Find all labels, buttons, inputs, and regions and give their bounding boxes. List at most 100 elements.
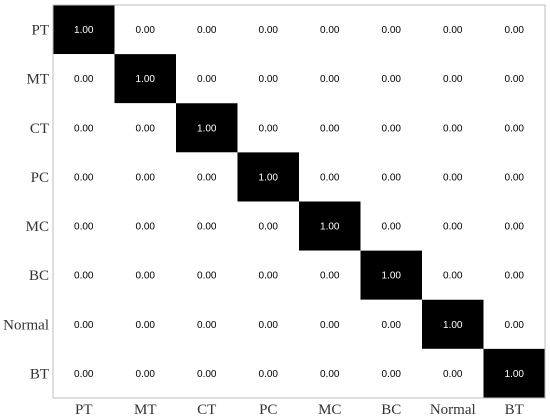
matrix-cell <box>360 152 422 202</box>
matrix-cell <box>53 54 115 104</box>
cell-value-label: 0.00 <box>382 74 402 85</box>
cell-value-label: 0.00 <box>443 271 463 282</box>
cell-value-label: 0.00 <box>259 222 279 233</box>
cell-value-label: 0.00 <box>259 271 279 282</box>
matrix-cell <box>53 250 115 300</box>
cell-value-label: 0.00 <box>136 271 156 282</box>
cell-value-label: 0.00 <box>443 25 463 36</box>
matrix-cell <box>114 250 176 300</box>
matrix-cell <box>114 299 176 349</box>
column-label: PC <box>259 402 277 418</box>
cell-value-label: 0.00 <box>320 74 340 85</box>
cell-value-label: 0.00 <box>443 123 463 134</box>
matrix-cell <box>114 103 176 153</box>
cell-value-label: 1.00 <box>382 271 402 282</box>
matrix-cell <box>360 299 422 349</box>
cell-value-label: 1.00 <box>136 74 156 85</box>
matrix-cell <box>483 250 545 300</box>
matrix-cell <box>360 54 422 104</box>
cell-value-label: 1.00 <box>443 320 463 331</box>
column-label: MC <box>318 402 341 418</box>
cell-value-label: 0.00 <box>259 369 279 380</box>
cell-value-label: 1.00 <box>505 369 525 380</box>
cell-value-label: 0.00 <box>320 369 340 380</box>
cell-value-label: 0.00 <box>320 320 340 331</box>
row-label: Normal <box>3 317 49 333</box>
cell-value-label: 0.00 <box>259 25 279 36</box>
matrix-cell <box>237 250 299 300</box>
cell-value-label: 1.00 <box>74 25 94 36</box>
row-label: BC <box>29 268 49 284</box>
matrix-cell <box>299 299 361 349</box>
cell-value-label: 0.00 <box>197 369 217 380</box>
cell-value-label: 0.00 <box>505 320 525 331</box>
cell-value-label: 0.00 <box>136 172 156 183</box>
matrix-cell <box>114 152 176 202</box>
cell-value-label: 0.00 <box>74 369 94 380</box>
cell-value-label: 0.00 <box>505 123 525 134</box>
matrix-cell <box>176 103 238 153</box>
matrix-cell <box>176 201 238 251</box>
matrix-cell <box>114 54 176 104</box>
matrix-cell <box>176 152 238 202</box>
cell-value-label: 0.00 <box>74 271 94 282</box>
matrix-cell <box>422 348 484 398</box>
cell-value-label: 0.00 <box>443 369 463 380</box>
cell-value-label: 0.00 <box>505 222 525 233</box>
cell-value-label: 0.00 <box>505 271 525 282</box>
cell-value-label: 0.00 <box>259 74 279 85</box>
cell-value-label: 0.00 <box>74 320 94 331</box>
cell-value-label: 0.00 <box>197 320 217 331</box>
matrix-cells: 1.00 0.00 0.00 0.00 0.00 0.00 0.00 0.00 0.00 1.00… <box>53 5 545 398</box>
cell-value-label: 0.00 <box>505 74 525 85</box>
cell-value-label: 0.00 <box>505 25 525 36</box>
matrix-cell <box>299 54 361 104</box>
cell-value-label: 0.00 <box>136 320 156 331</box>
matrix-cell <box>53 201 115 251</box>
matrix-cell <box>360 103 422 153</box>
matrix-cell <box>483 299 545 349</box>
matrix-cell <box>422 152 484 202</box>
matrix-cell <box>422 103 484 153</box>
matrix-cell <box>299 201 361 251</box>
cell-value-label: 0.00 <box>443 74 463 85</box>
matrix-cell <box>237 5 299 55</box>
cell-value-label: 0.00 <box>74 123 94 134</box>
cell-value-label: 0.00 <box>259 320 279 331</box>
column-label: MT <box>134 402 157 418</box>
cell-value-label: 0.00 <box>197 172 217 183</box>
matrix-cell <box>114 5 176 55</box>
matrix-cell <box>53 348 115 398</box>
cell-value-label: 0.00 <box>74 172 94 183</box>
cell-value-label: 0.00 <box>382 222 402 233</box>
cell-value-label: 0.00 <box>136 369 156 380</box>
cell-value-label: 0.00 <box>382 172 402 183</box>
cell-value-label: 0.00 <box>382 25 402 36</box>
matrix-cell <box>114 348 176 398</box>
matrix-cell <box>176 54 238 104</box>
column-label: BT <box>505 402 524 418</box>
cell-value-label: 0.00 <box>74 74 94 85</box>
matrix-cell <box>237 348 299 398</box>
column-label: PT <box>75 402 93 418</box>
cell-value-label: 0.00 <box>320 271 340 282</box>
matrix-cell <box>360 348 422 398</box>
matrix-cell <box>299 250 361 300</box>
row-label: CT <box>30 121 49 137</box>
cell-value-label: 0.00 <box>320 172 340 183</box>
matrix-cell <box>299 348 361 398</box>
matrix-cell <box>360 250 422 300</box>
matrix-cell <box>299 103 361 153</box>
matrix-cell <box>422 250 484 300</box>
matrix-cell <box>237 54 299 104</box>
matrix-cell <box>176 299 238 349</box>
cell-value-label: 0.00 <box>320 25 340 36</box>
cell-value-label: 0.00 <box>259 123 279 134</box>
matrix-cell <box>237 299 299 349</box>
matrix-cell <box>299 152 361 202</box>
row-label: PC <box>31 170 49 186</box>
matrix-cell <box>176 5 238 55</box>
cell-value-label: 0.00 <box>443 172 463 183</box>
matrix-cell <box>53 152 115 202</box>
